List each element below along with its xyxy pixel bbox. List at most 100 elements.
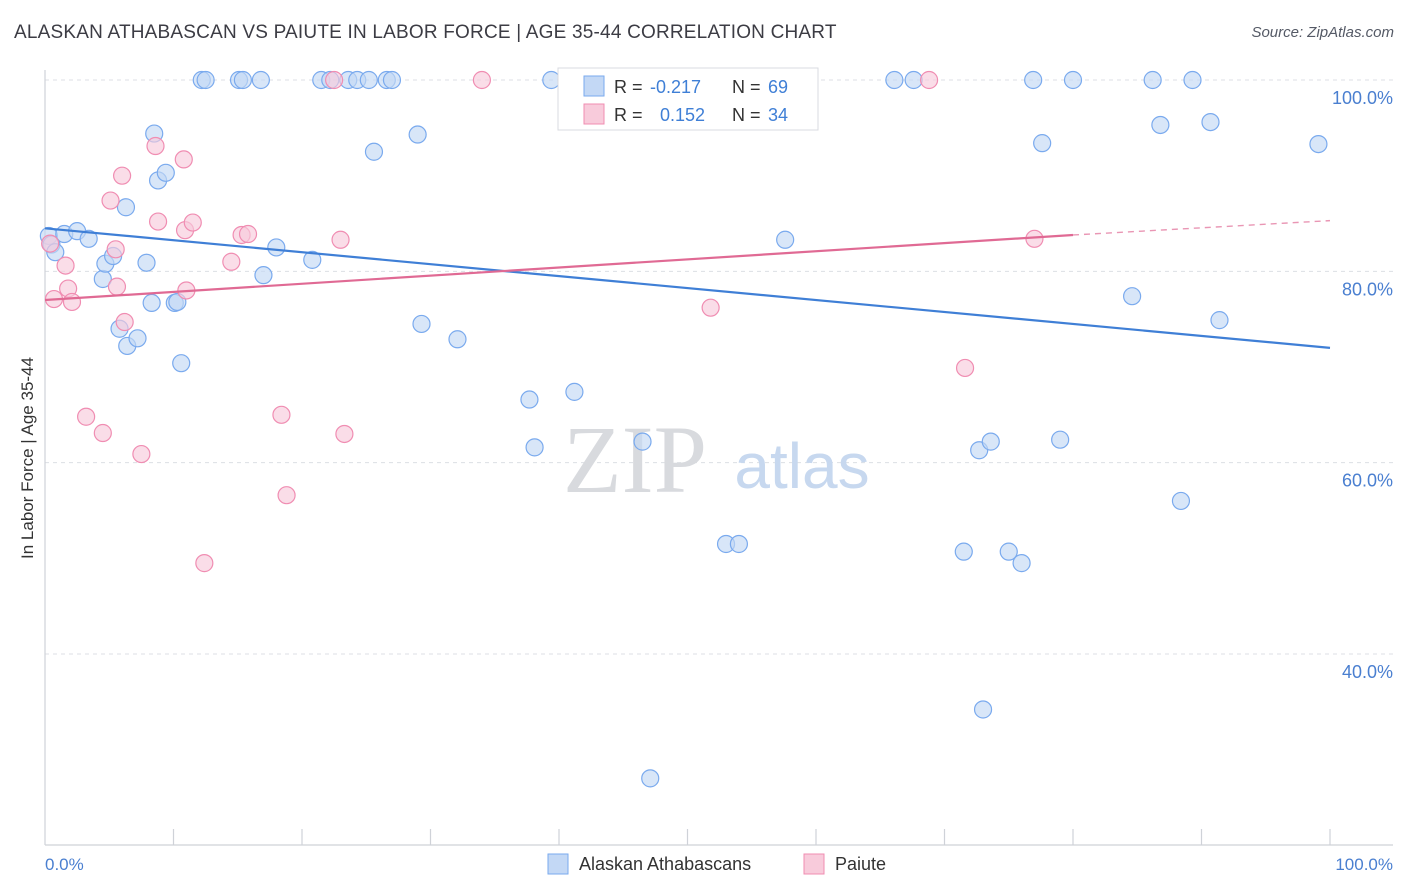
series-legend-label-athabascan: Alaskan Athabascans — [579, 854, 751, 874]
trend-line-paiute-extension — [1072, 219, 1331, 236]
data-point — [472, 70, 491, 90]
data-point — [325, 70, 344, 90]
data-point — [382, 70, 402, 90]
source-label: Source: ZipAtlas.com — [1251, 24, 1394, 41]
data-point — [904, 70, 923, 90]
data-point — [303, 250, 322, 269]
watermark-atlas: atlas — [734, 430, 869, 502]
legend-r-label-athabascan: R = — [614, 77, 648, 97]
data-point — [112, 166, 132, 185]
data-point — [254, 266, 273, 285]
data-point — [77, 407, 96, 426]
data-point — [128, 329, 147, 348]
axes — [44, 70, 1393, 846]
watermark-zip: ZIP — [563, 406, 707, 513]
data-point — [701, 298, 720, 317]
legend-r-label-paiute: R = — [614, 105, 648, 125]
legend-r-value-paiute: 0.152 — [660, 105, 705, 125]
legend-r-value-athabascan: -0.217 — [650, 77, 701, 97]
data-point — [148, 212, 168, 231]
legend-n-label-athabascan: N = — [732, 77, 766, 97]
data-point — [542, 70, 561, 90]
data-point — [999, 542, 1018, 561]
series-legend-swatch-paiute — [803, 853, 825, 875]
data-point — [277, 486, 296, 505]
data-point — [1201, 112, 1220, 132]
data-point — [919, 70, 939, 90]
data-point — [156, 163, 175, 182]
data-point — [1033, 134, 1052, 153]
data-point — [954, 542, 973, 561]
y-tick-label-60: 60.0% — [1342, 471, 1393, 491]
data-point — [331, 230, 350, 249]
data-point — [408, 125, 427, 144]
data-point — [142, 293, 161, 313]
data-point — [955, 358, 975, 378]
data-point — [520, 390, 539, 409]
data-point — [79, 229, 98, 248]
data-point — [267, 238, 286, 257]
y-tick-label-80: 80.0% — [1342, 279, 1393, 299]
data-point — [115, 312, 134, 332]
data-point — [238, 224, 258, 244]
data-point — [364, 142, 384, 161]
data-point — [1151, 115, 1170, 135]
stats-legend: R = -0.217 N = 69 R = 0.152 N = 34 — [557, 67, 819, 131]
data-point — [1063, 70, 1083, 90]
y-tick-label-40: 40.0% — [1342, 662, 1393, 682]
data-point — [116, 198, 136, 217]
data-point — [1123, 287, 1142, 306]
x-tick-label-end: 100.0% — [1335, 855, 1393, 874]
series-legend: Alaskan Athabascans Paiute — [547, 853, 886, 875]
legend-n-label-paiute: N = — [732, 105, 766, 125]
data-point — [174, 150, 193, 169]
legend-swatch-paiute — [583, 103, 605, 125]
data-point — [146, 136, 165, 156]
trend-lines — [44, 219, 1331, 349]
gridlines — [45, 79, 1393, 655]
series-paiute-points — [41, 70, 1044, 573]
y-tick-label-100: 100.0% — [1332, 88, 1393, 108]
series-legend-swatch-athabascan — [547, 853, 569, 875]
data-point — [1051, 430, 1070, 449]
data-point — [981, 432, 1000, 451]
data-point — [776, 230, 795, 249]
legend-n-value-athabascan: 69 — [768, 77, 788, 97]
data-point — [137, 253, 156, 272]
legend-swatch-athabascan — [583, 75, 605, 97]
data-point — [641, 769, 660, 788]
data-point — [412, 314, 431, 334]
data-point — [1143, 70, 1162, 90]
trend-line-paiute — [44, 233, 1074, 302]
data-point — [1012, 554, 1031, 573]
data-point — [93, 423, 112, 443]
trend-line-athabascan — [44, 227, 1331, 349]
data-point — [335, 424, 354, 444]
data-point — [885, 70, 904, 90]
data-point — [101, 191, 120, 210]
data-point — [172, 354, 191, 373]
y-tick-labels: 40.0% 60.0% 80.0% 100.0% — [1332, 88, 1393, 682]
data-point — [1183, 70, 1202, 90]
data-point — [41, 234, 60, 253]
data-point — [222, 252, 241, 271]
data-point — [56, 256, 75, 275]
zipatlas-watermark: ZIP atlas — [563, 406, 870, 513]
x-tick-labels: 0.0% 100.0% — [45, 855, 1393, 874]
data-point — [106, 240, 125, 259]
data-point — [633, 432, 652, 451]
data-point — [195, 554, 214, 573]
data-point — [272, 405, 291, 424]
data-point — [1171, 491, 1191, 511]
data-point — [448, 330, 467, 349]
data-point — [62, 292, 82, 312]
x-tick-label-start: 0.0% — [45, 855, 84, 874]
data-point — [132, 444, 151, 464]
data-point — [1024, 70, 1043, 90]
data-point — [233, 70, 252, 90]
data-points — [39, 70, 1328, 788]
data-point — [525, 438, 544, 457]
data-point — [196, 70, 215, 90]
data-point — [251, 70, 270, 90]
